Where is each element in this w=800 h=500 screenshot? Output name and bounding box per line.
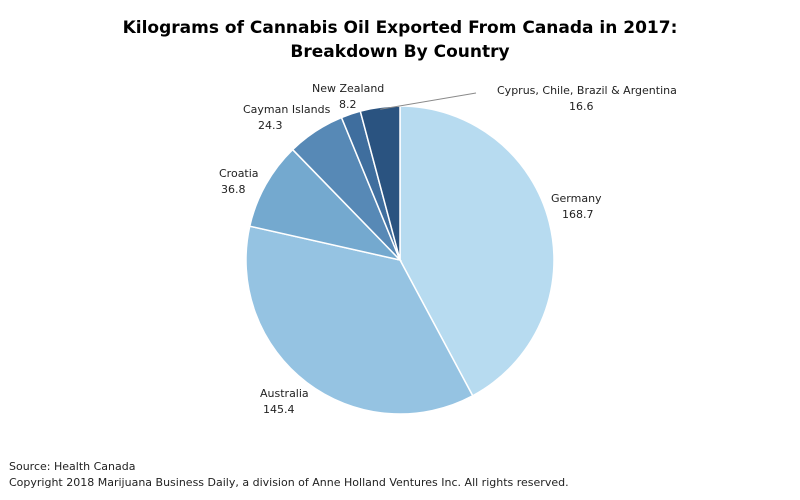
source-note: Source: Health Canada [9,460,136,473]
slice-value-germany: 168.7 [562,208,594,221]
slice-label-new-zealand: New Zealand [312,82,384,95]
leader-line-cyprus-chile-brazil-argentina [380,92,477,110]
slice-label-germany: Germany [551,192,602,205]
slice-value-croatia: 36.8 [221,183,246,196]
slice-value-australia: 145.4 [263,403,295,416]
chart-title-line-2: Breakdown By Country [290,42,510,62]
copyright-note: Copyright 2018 Marijuana Business Daily,… [9,476,569,489]
slice-label-cyprus-chile-brazil-argentina: Cyprus, Chile, Brazil & Argentina [497,84,677,97]
slice-value-new-zealand: 8.2 [339,98,357,111]
slice-label-croatia: Croatia [219,167,259,180]
slice-label-cayman-islands: Cayman Islands [243,103,331,116]
slice-value-cyprus-chile-brazil-argentina: 16.6 [569,100,594,113]
pie-slice-germany [399,105,555,397]
slice-value-cayman-islands: 24.3 [258,119,283,132]
pie-slice-australia [245,225,474,415]
chart-title-line-1: Kilograms of Cannabis Oil Exported From … [122,18,678,38]
chart-title: Kilograms of Cannabis Oil Exported From … [0,16,800,64]
slice-label-australia: Australia [260,387,309,400]
pie-slice-croatia [248,148,403,262]
